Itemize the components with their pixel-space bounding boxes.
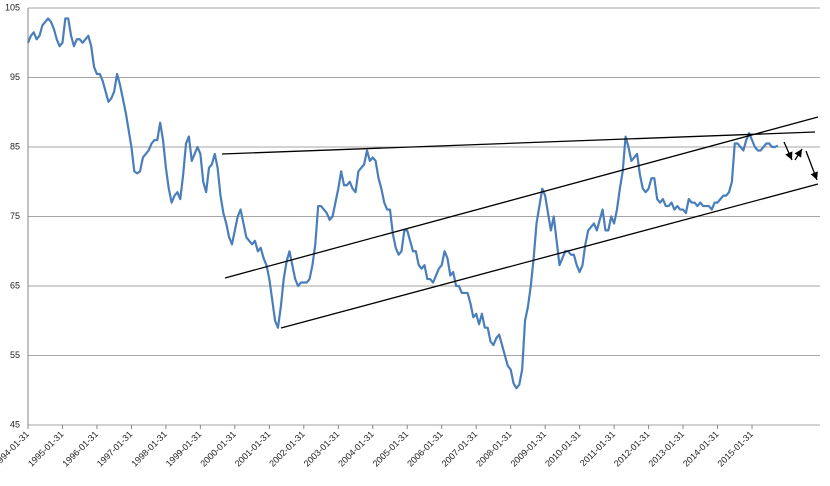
x-tick-label: 2004-01-31 [336,429,376,469]
arrow [794,148,803,161]
x-tick-label: 2002-01-31 [267,429,307,469]
y-tick-label: 85 [10,141,20,151]
x-tick-label: 2009-01-31 [509,429,549,469]
x-tick-label: 1998-01-31 [129,429,169,469]
y-tick-label: 45 [10,419,20,429]
x-tick-label: 2015-01-31 [715,429,755,469]
x-tick-label: 2005-01-31 [371,429,411,469]
x-tick-label: 2010-01-31 [543,429,583,469]
x-tick-label: 2007-01-31 [440,429,480,469]
x-tick-label: 2013-01-31 [647,429,687,469]
trend-line [224,116,819,279]
y-tick-label: 55 [10,350,20,360]
x-tick-label: 1995-01-31 [26,429,66,469]
x-tick-label: 1996-01-31 [60,429,100,469]
x-tick-label: 1997-01-31 [95,429,135,469]
x-tick-label: 1999-01-31 [164,429,204,469]
trend-line [221,131,816,155]
x-tick-label: 2006-01-31 [405,429,445,469]
y-tick-label: 95 [10,72,20,82]
arrow [783,141,793,161]
x-tick-label: 2001-01-31 [233,429,273,469]
x-tick-label: 2014-01-31 [681,429,721,469]
y-tick-label: 75 [10,211,20,221]
x-tick-label: 2003-01-31 [302,429,342,469]
data-line [26,17,779,390]
y-tick-label: 105 [5,2,20,12]
x-tick-label: 2011-01-31 [578,429,617,468]
x-tick-label: 2000-01-31 [198,429,238,469]
arrow [805,150,818,181]
y-tick-label: 65 [10,280,20,290]
trend-lines [221,116,819,329]
trend-line [280,183,819,329]
x-tick-label: 2012-01-31 [612,429,652,469]
x-tick-label: 2008-01-31 [474,429,514,469]
